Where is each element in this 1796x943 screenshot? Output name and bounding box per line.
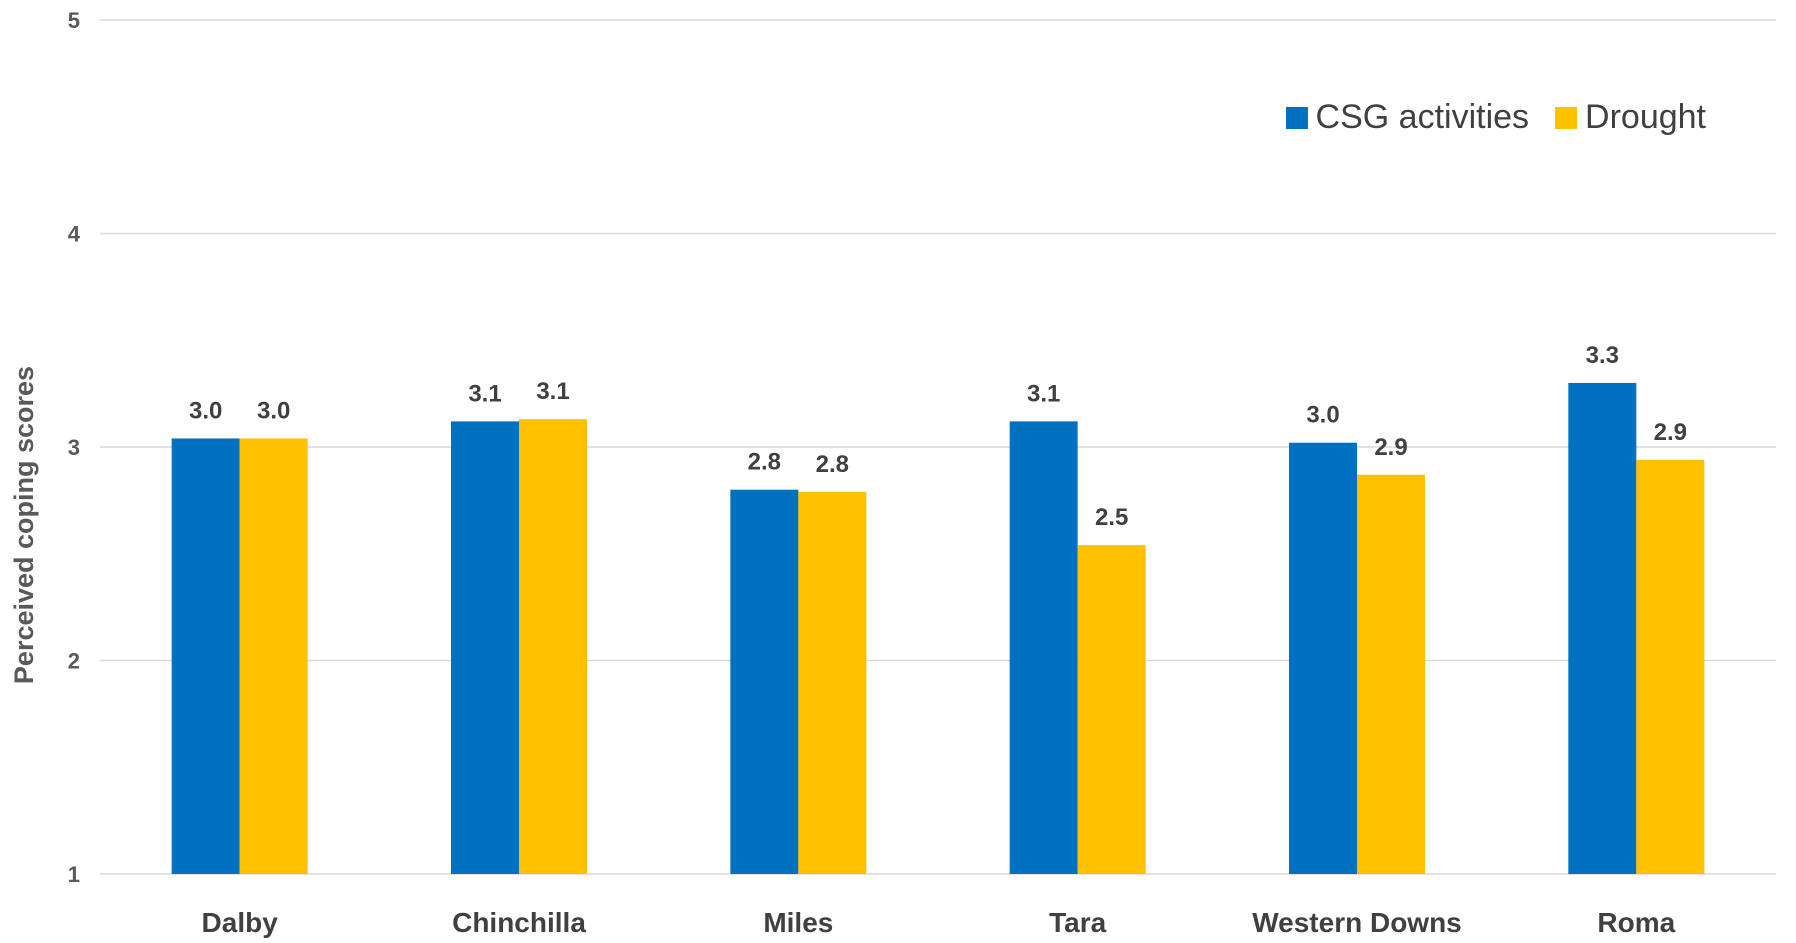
- category-label: Chinchilla: [452, 907, 586, 938]
- legend-item-csg: CSG activities: [1285, 98, 1530, 137]
- y-tick-label: 4: [68, 222, 81, 247]
- category-label: Roma: [1597, 907, 1675, 938]
- bar: [1357, 474, 1425, 874]
- bar: [519, 419, 587, 874]
- bar: [171, 438, 240, 874]
- data-label: 2.9: [1654, 419, 1687, 446]
- category-label: Tara: [1049, 907, 1106, 938]
- bar: [239, 438, 308, 874]
- data-label: 3.0: [189, 397, 222, 424]
- bar: [730, 489, 799, 874]
- data-label: 3.0: [1306, 402, 1339, 429]
- bar: [1289, 442, 1357, 874]
- data-label: 2.8: [748, 449, 781, 476]
- bar: [451, 421, 519, 874]
- bar: [1636, 459, 1705, 874]
- data-label: 2.5: [1095, 504, 1128, 531]
- data-label: 3.1: [1027, 380, 1060, 407]
- bar: [1568, 382, 1637, 874]
- legend-swatch-drought: [1555, 106, 1578, 129]
- bar: [1077, 545, 1146, 874]
- legend: CSG activities Drought: [1285, 98, 1706, 137]
- data-label: 3.1: [536, 378, 569, 405]
- data-label: 2.8: [816, 451, 849, 478]
- category-label: Western Downs: [1252, 907, 1462, 938]
- bars: [171, 382, 1705, 874]
- y-axis-label: Perceived coping scores: [9, 366, 39, 684]
- bar: [1009, 421, 1078, 874]
- data-label: 3.1: [468, 380, 501, 407]
- data-labels: 3.0 3.0 3.1 3.1 2.8 2.8 3.1 2.5 3.0 2.9 3.3 2.9: [189, 342, 1687, 531]
- gridlines: [100, 19, 1776, 875]
- category-label: Dalby: [202, 907, 279, 938]
- y-tick-label: 1: [68, 862, 80, 887]
- bar: [798, 491, 867, 874]
- y-tick-label: 5: [68, 8, 80, 33]
- data-label: 3.3: [1586, 342, 1619, 369]
- y-tick-label: 3: [68, 435, 80, 460]
- legend-label-csg: CSG activities: [1315, 98, 1530, 136]
- category-label: Miles: [763, 907, 833, 938]
- y-tick-label: 2: [68, 649, 80, 674]
- y-tick-labels: 1 2 3 4 5: [68, 8, 81, 887]
- category-labels: Dalby Chinchilla Miles Tara Western Downs Rom…: [202, 907, 1676, 938]
- data-label: 3.0: [257, 397, 290, 424]
- data-label: 2.9: [1374, 434, 1407, 461]
- legend-item-drought: Drought: [1555, 98, 1706, 137]
- legend-swatch-csg: [1285, 106, 1308, 129]
- legend-label-drought: Drought: [1585, 98, 1706, 136]
